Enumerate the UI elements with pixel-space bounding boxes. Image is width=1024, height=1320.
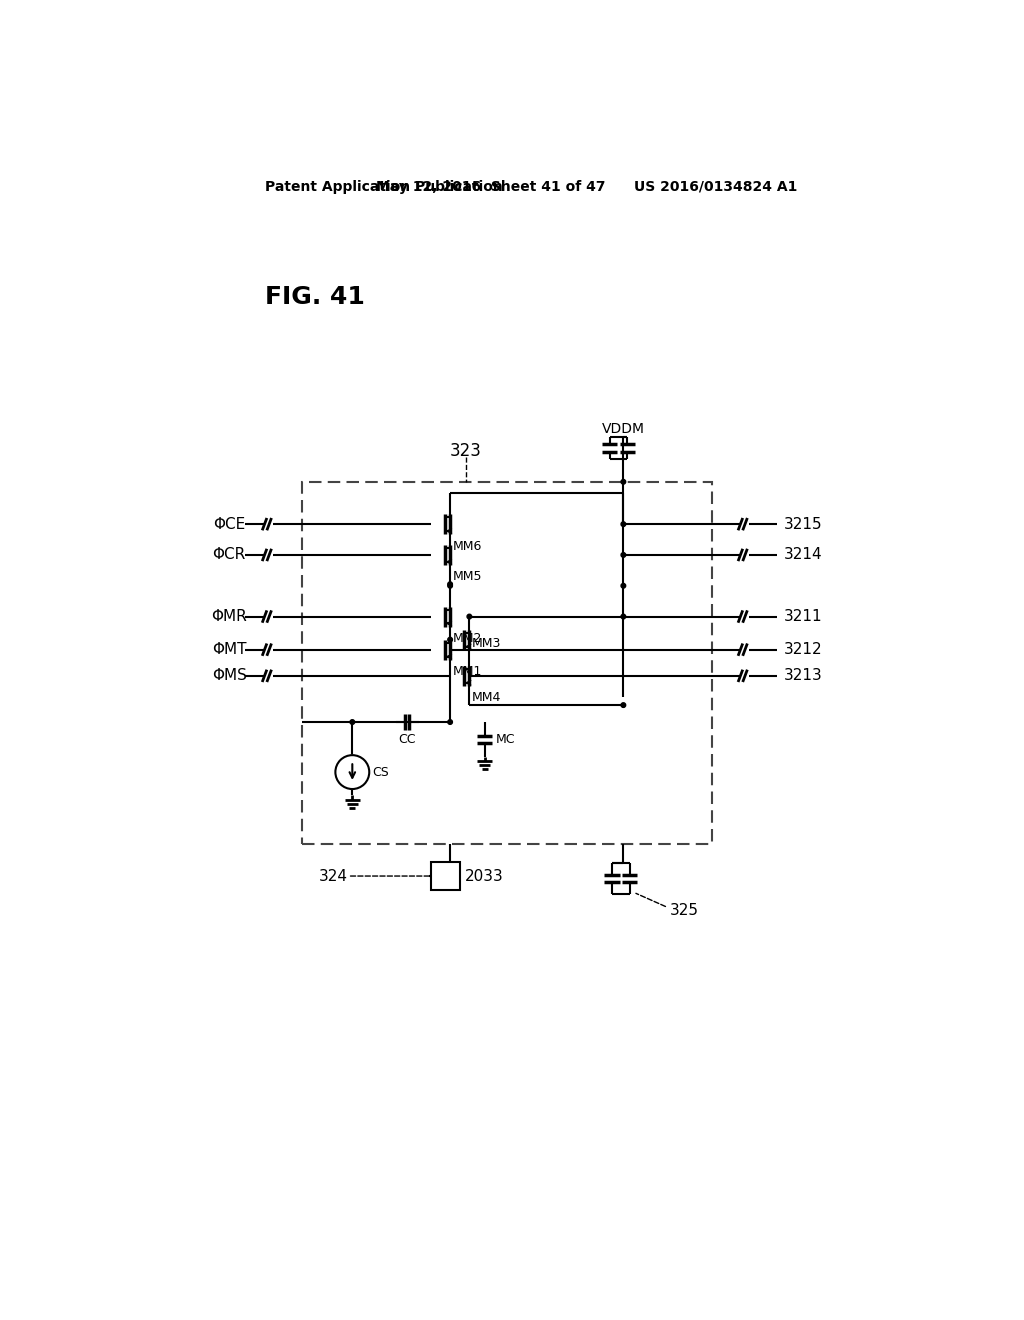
Text: ΦMS: ΦMS <box>212 668 247 684</box>
Text: MM1: MM1 <box>453 665 482 678</box>
Text: 3212: 3212 <box>783 642 822 657</box>
Text: MM6: MM6 <box>453 540 482 553</box>
Text: 3214: 3214 <box>783 548 822 562</box>
Text: CC: CC <box>398 733 416 746</box>
Text: May 12, 2016  Sheet 41 of 47: May 12, 2016 Sheet 41 of 47 <box>376 180 605 194</box>
Text: 3215: 3215 <box>783 516 822 532</box>
Text: 324: 324 <box>318 869 348 883</box>
Text: 3213: 3213 <box>783 668 822 684</box>
Text: MM2: MM2 <box>453 632 482 645</box>
Text: 325: 325 <box>670 903 698 919</box>
Text: MC: MC <box>496 733 515 746</box>
Text: ΦMT: ΦMT <box>212 642 247 657</box>
Text: FIG. 41: FIG. 41 <box>265 285 366 309</box>
Circle shape <box>350 719 354 725</box>
Text: 2033: 2033 <box>465 869 504 883</box>
Circle shape <box>336 755 370 789</box>
Text: 3211: 3211 <box>783 609 822 624</box>
Text: ΦCR: ΦCR <box>213 548 246 562</box>
Text: 323: 323 <box>450 442 481 459</box>
Circle shape <box>621 479 626 484</box>
Text: MM4: MM4 <box>472 692 501 705</box>
Circle shape <box>447 638 453 642</box>
Text: MM5: MM5 <box>453 570 482 583</box>
Circle shape <box>467 614 472 619</box>
Text: US 2016/0134824 A1: US 2016/0134824 A1 <box>634 180 798 194</box>
Text: ΦCE: ΦCE <box>213 516 245 532</box>
Circle shape <box>447 582 453 586</box>
Text: ΦMR: ΦMR <box>211 609 247 624</box>
Circle shape <box>447 583 453 589</box>
Bar <box>431 862 460 890</box>
Text: Patent Application Publication: Patent Application Publication <box>265 180 503 194</box>
Text: CS: CS <box>373 766 389 779</box>
Circle shape <box>621 553 626 557</box>
Text: VDDM: VDDM <box>602 422 645 437</box>
Circle shape <box>447 719 453 725</box>
Text: MM3: MM3 <box>472 638 501 651</box>
Circle shape <box>621 583 626 589</box>
Circle shape <box>621 521 626 527</box>
Circle shape <box>621 614 626 619</box>
Circle shape <box>621 702 626 708</box>
